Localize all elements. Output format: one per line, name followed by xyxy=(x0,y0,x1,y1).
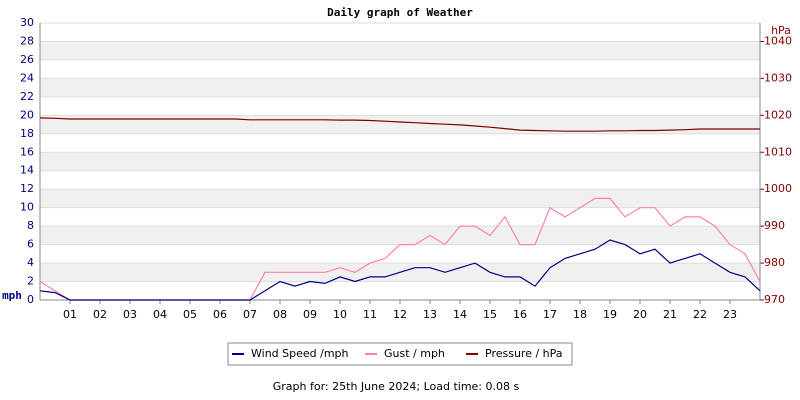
x-tick-label: 14 xyxy=(453,308,467,321)
chart-title: Daily graph of Weather xyxy=(327,6,473,19)
y2-tick-label: 1040 xyxy=(764,34,792,47)
x-tick-label: 18 xyxy=(573,308,587,321)
legend-label: Gust / mph xyxy=(384,347,445,360)
x-tick-label: 10 xyxy=(333,308,347,321)
y-tick-label: 16 xyxy=(20,145,34,158)
legend-box xyxy=(227,342,573,366)
x-tick-label: 17 xyxy=(543,308,557,321)
x-tick-label: 02 xyxy=(93,308,107,321)
series-line xyxy=(39,239,761,301)
y2-tick-label: 990 xyxy=(764,219,785,232)
x-tick-label: 20 xyxy=(633,308,647,321)
x-tick-label: 19 xyxy=(603,308,617,321)
y2-tick-label: 970 xyxy=(764,293,785,306)
x-tick-label: 06 xyxy=(213,308,227,321)
y-tick-label: 0 xyxy=(27,293,34,306)
x-tick-label: 13 xyxy=(423,308,437,321)
y-tick-label: 4 xyxy=(27,256,34,269)
y-tick-label: 20 xyxy=(20,108,34,121)
legend-label: Pressure / hPa xyxy=(485,347,563,360)
x-tick-label: 05 xyxy=(183,308,197,321)
y2-tick-label: 980 xyxy=(764,256,785,269)
grid-band xyxy=(40,189,760,208)
grid-band xyxy=(40,152,760,171)
y-tick-label: 6 xyxy=(27,238,34,251)
series-line xyxy=(39,117,760,132)
x-tick-label: 22 xyxy=(693,308,707,321)
grid-band xyxy=(40,115,760,134)
grid-band xyxy=(40,226,760,245)
x-tick-label: 01 xyxy=(63,308,77,321)
x-tick-label: 04 xyxy=(153,308,167,321)
series-line xyxy=(39,197,761,301)
y2-tick-label: 1030 xyxy=(764,71,792,84)
x-tick-label: 03 xyxy=(123,308,137,321)
y-axis-label: mph xyxy=(2,289,22,302)
y2-tick-label: 1010 xyxy=(764,145,792,158)
x-tick-label: 15 xyxy=(483,308,497,321)
x-tick-label: 09 xyxy=(303,308,317,321)
y-tick-label: 8 xyxy=(27,219,34,232)
y-tick-label: 26 xyxy=(20,53,34,66)
y-tick-label: 14 xyxy=(20,164,34,177)
x-tick-label: 08 xyxy=(273,308,287,321)
y-tick-label: 18 xyxy=(20,127,34,140)
grid-band xyxy=(40,78,760,97)
y2-axis-label: hPa xyxy=(771,24,791,37)
x-tick-label: 12 xyxy=(393,308,407,321)
y2-tick-label: 1000 xyxy=(764,182,792,195)
y-tick-label: 30 xyxy=(20,16,34,29)
y-tick-label: 10 xyxy=(20,201,34,214)
y-tick-label: 24 xyxy=(20,71,34,84)
y-tick-label: 22 xyxy=(20,90,34,103)
x-tick-label: 07 xyxy=(243,308,257,321)
y-tick-label: 12 xyxy=(20,182,34,195)
grid-band xyxy=(40,41,760,60)
x-tick-label: 21 xyxy=(663,308,677,321)
x-tick-label: 11 xyxy=(363,308,377,321)
y2-tick-label: 1020 xyxy=(764,108,792,121)
y-tick-label: 28 xyxy=(20,34,34,47)
x-tick-label: 23 xyxy=(723,308,737,321)
y-tick-label: 2 xyxy=(27,275,34,288)
footer: Graph for: 25th June 2024; Load time: 0.… xyxy=(273,380,520,393)
legend-label: Wind Speed /mph xyxy=(251,347,349,360)
x-tick-label: 16 xyxy=(513,308,527,321)
